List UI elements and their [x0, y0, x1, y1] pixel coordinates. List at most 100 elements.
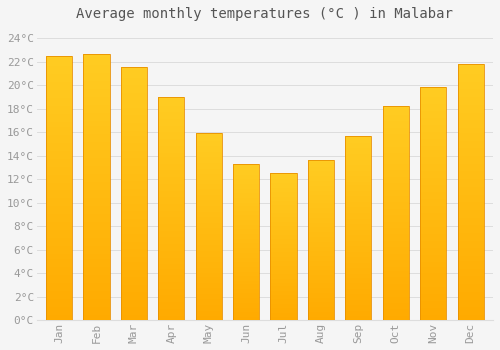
Bar	[458, 220, 483, 223]
Bar	[458, 199, 483, 202]
Bar	[233, 237, 260, 239]
Bar	[420, 273, 446, 276]
Bar	[196, 283, 222, 285]
Bar	[458, 248, 483, 251]
Bar	[382, 130, 409, 132]
Bar	[46, 270, 72, 272]
Bar	[346, 241, 372, 243]
Bar	[270, 250, 296, 251]
Bar	[158, 217, 184, 219]
Bar	[84, 317, 110, 320]
Bar	[270, 181, 296, 182]
Bar	[382, 237, 409, 239]
Bar	[458, 230, 483, 233]
Bar	[308, 187, 334, 189]
Bar	[84, 150, 110, 153]
Bar	[233, 189, 260, 190]
Bar	[233, 190, 260, 192]
Bar	[308, 167, 334, 168]
Bar	[420, 204, 446, 206]
Bar	[196, 249, 222, 251]
Bar	[158, 166, 184, 168]
Bar	[382, 314, 409, 316]
Bar	[158, 197, 184, 199]
Bar	[84, 142, 110, 145]
Bar	[121, 313, 147, 315]
Bar	[84, 288, 110, 291]
Bar	[458, 133, 483, 135]
Bar	[121, 176, 147, 178]
Bar	[270, 208, 296, 210]
Bar	[158, 112, 184, 115]
Bar	[458, 123, 483, 125]
Bar	[233, 282, 260, 284]
Bar	[270, 214, 296, 216]
Bar	[346, 158, 372, 160]
Bar	[46, 127, 72, 130]
Bar	[121, 209, 147, 211]
Bar	[121, 90, 147, 93]
Bar	[346, 198, 372, 200]
Bar	[382, 299, 409, 301]
Bar	[84, 211, 110, 214]
Bar	[46, 288, 72, 291]
Bar	[270, 313, 296, 314]
Bar	[308, 243, 334, 245]
Bar	[84, 110, 110, 113]
Bar	[84, 70, 110, 73]
Bar	[233, 309, 260, 311]
Bar	[308, 261, 334, 262]
Bar	[346, 292, 372, 294]
Bar	[158, 110, 184, 112]
Bar	[46, 58, 72, 61]
Bar	[270, 251, 296, 252]
Bar	[308, 160, 334, 320]
Bar	[308, 259, 334, 261]
Bar	[270, 195, 296, 197]
Bar	[308, 168, 334, 170]
Bar	[420, 255, 446, 257]
Bar	[382, 305, 409, 307]
Bar	[346, 302, 372, 303]
Bar	[158, 253, 184, 255]
Bar	[121, 93, 147, 95]
Bar	[420, 239, 446, 241]
Bar	[121, 226, 147, 229]
Bar	[233, 211, 260, 212]
Bar	[270, 285, 296, 286]
Bar	[121, 161, 147, 163]
Bar	[270, 244, 296, 245]
Bar	[458, 246, 483, 248]
Bar	[382, 316, 409, 318]
Bar	[84, 147, 110, 150]
Bar	[84, 158, 110, 161]
Bar	[233, 176, 260, 178]
Bar	[270, 173, 296, 320]
Bar	[270, 288, 296, 289]
Bar	[270, 216, 296, 217]
Bar	[46, 228, 72, 230]
Bar	[158, 204, 184, 206]
Bar	[196, 251, 222, 253]
Bar	[46, 130, 72, 132]
Bar	[308, 283, 334, 285]
Bar	[233, 228, 260, 229]
Bar	[196, 238, 222, 240]
Bar	[308, 221, 334, 223]
Bar	[308, 271, 334, 272]
Bar	[346, 309, 372, 311]
Bar	[420, 92, 446, 94]
Bar	[308, 181, 334, 183]
Bar	[46, 177, 72, 180]
Bar	[121, 305, 147, 307]
Bar	[84, 299, 110, 301]
Bar	[84, 94, 110, 97]
Bar	[158, 251, 184, 253]
Bar	[46, 188, 72, 190]
Bar	[233, 226, 260, 228]
Bar	[458, 276, 483, 279]
Bar	[458, 69, 483, 71]
Bar	[308, 200, 334, 202]
Bar	[233, 242, 260, 244]
Bar	[308, 160, 334, 162]
